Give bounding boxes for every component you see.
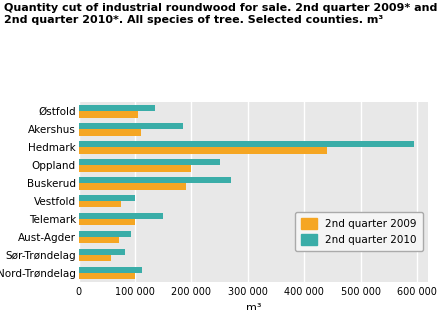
Bar [79,201,121,207]
Bar [79,213,163,219]
Bar [79,219,135,225]
Bar [79,267,142,273]
Bar [79,177,231,183]
Bar [79,165,191,171]
Bar [79,159,220,165]
X-axis label: m³: m³ [246,303,261,310]
Bar [79,231,131,237]
Bar [79,111,138,117]
Legend: 2nd quarter 2009, 2nd quarter 2010: 2nd quarter 2009, 2nd quarter 2010 [295,212,423,251]
Bar [79,183,186,189]
Bar [79,129,141,135]
Bar [79,123,183,129]
Bar [79,105,155,111]
Bar [79,249,125,255]
Bar [79,195,135,201]
Bar [79,147,327,153]
Text: Quantity cut of industrial roundwood for sale. 2nd quarter 2009* and
2nd quarter: Quantity cut of industrial roundwood for… [4,3,437,25]
Bar [79,255,111,261]
Bar [79,273,135,279]
Bar [79,141,414,147]
Bar [79,237,119,243]
